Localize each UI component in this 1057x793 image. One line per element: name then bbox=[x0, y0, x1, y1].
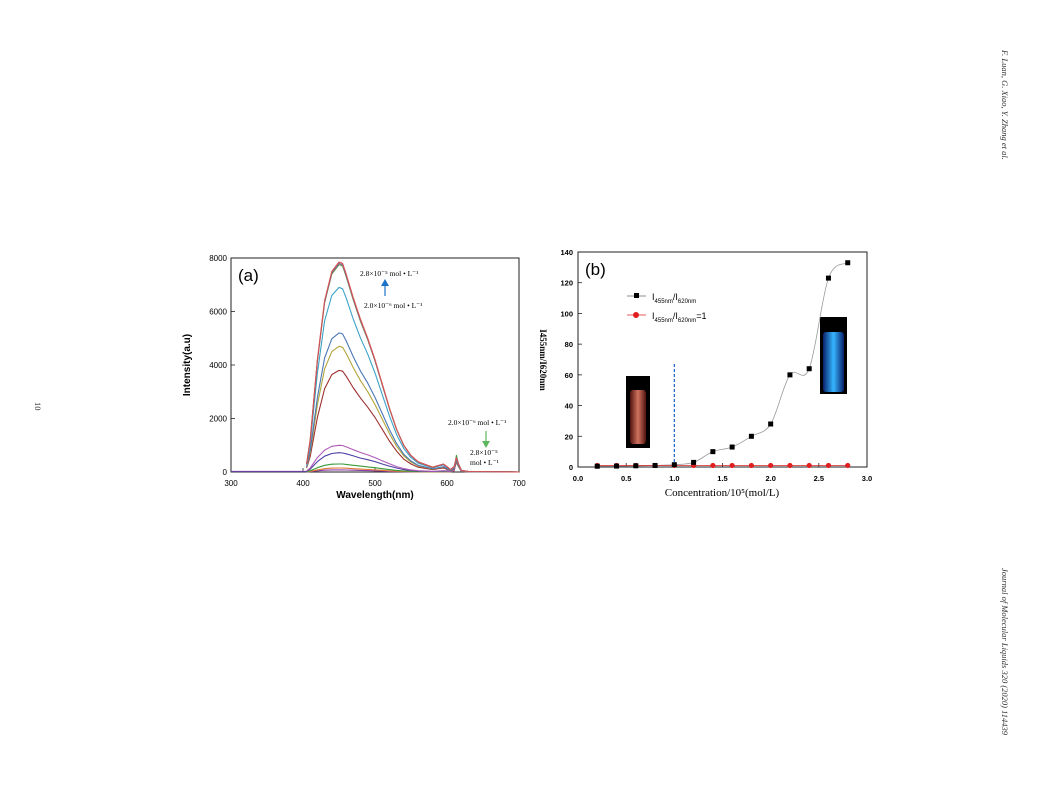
annotation-right-low: 2.0×10⁻⁶ mol • L⁻¹ bbox=[448, 418, 506, 427]
point-ratio-one bbox=[787, 462, 793, 469]
point-ratio-one bbox=[748, 462, 755, 469]
y-tick-label-b: 140 bbox=[560, 248, 573, 257]
panel-label-a: (a) bbox=[238, 266, 259, 285]
x-axis-label-b: Concentration/10⁵(mol/L) bbox=[665, 487, 780, 499]
point-ratio-one bbox=[845, 462, 851, 469]
x-tick-label-b: 1.5 bbox=[717, 474, 727, 483]
vial-left-photo bbox=[626, 376, 650, 448]
y-tick-label-b: 0 bbox=[569, 463, 573, 472]
panel-label-b: (b) bbox=[585, 260, 606, 279]
data-points bbox=[594, 260, 851, 469]
x-tick-label-a: 300 bbox=[224, 479, 238, 488]
point-ratio bbox=[806, 366, 812, 372]
x-tick-label-b: 2.5 bbox=[814, 474, 824, 483]
point-ratio-one bbox=[768, 462, 774, 469]
x-axis-label-a: Wavelength(nm) bbox=[336, 490, 413, 501]
annotation-right-high: 2.8×10⁻⁵ bbox=[470, 448, 498, 457]
y-tick-label-b: 40 bbox=[565, 402, 573, 411]
plot-frame-a bbox=[230, 257, 520, 473]
y-axis-label-b: I455nm/I620nm bbox=[538, 329, 548, 391]
y-tick-label-a: 6000 bbox=[209, 308, 227, 317]
x-tick-label-b: 3.0 bbox=[862, 474, 872, 483]
x-tick-label-a: 600 bbox=[440, 479, 454, 488]
legend-marker-circle bbox=[633, 312, 639, 318]
spectrum-series bbox=[306, 261, 520, 473]
point-ratio bbox=[787, 372, 793, 378]
legend: I455nm/I620nm I455nm/I620nm=1 bbox=[627, 292, 707, 324]
x-tick-label-b: 1.0 bbox=[669, 474, 679, 483]
point-ratio-one bbox=[825, 462, 832, 469]
spectrum-series bbox=[306, 264, 520, 473]
y-tick-label-b: 80 bbox=[565, 340, 573, 349]
chart-panel-b: 0.0 0.5 1.0 1.5 2.0 2.5 3.0020406080100120140 … bbox=[538, 248, 872, 499]
point-ratio bbox=[691, 459, 697, 465]
x-tick-label-a: 400 bbox=[296, 479, 310, 488]
legend-marker-square bbox=[634, 293, 639, 298]
y-tick-label-a: 2000 bbox=[209, 415, 227, 424]
y-tick-label-b: 20 bbox=[565, 432, 573, 441]
point-ratio bbox=[671, 462, 677, 468]
annotation-right-high-unit: mol • L⁻¹ bbox=[470, 458, 499, 467]
y-tick-label-a: 8000 bbox=[209, 254, 227, 263]
y-tick-label-a: 4000 bbox=[209, 361, 227, 370]
vial-right-photo bbox=[820, 317, 847, 394]
legend-entry-1: I455nm/I620nm bbox=[652, 292, 696, 305]
y-tick-label-a: 0 bbox=[223, 468, 228, 477]
y-tick-label-b: 60 bbox=[565, 371, 573, 380]
arrow-up-icon bbox=[381, 279, 389, 296]
point-ratio bbox=[633, 463, 639, 469]
y-tick-label-b: 100 bbox=[560, 309, 573, 318]
point-ratio bbox=[748, 433, 754, 439]
point-ratio bbox=[652, 462, 658, 468]
x-tick-label-b: 0.0 bbox=[573, 474, 583, 483]
point-ratio bbox=[729, 444, 735, 450]
x-tick-label-b: 2.0 bbox=[765, 474, 775, 483]
point-ratio bbox=[768, 421, 774, 427]
point-ratio-one bbox=[710, 462, 716, 469]
point-ratio-one bbox=[729, 462, 735, 469]
chart-panel-a: 300 400 500 600 700 0 2000 4000 6000 8000 (a) Wav… bbox=[182, 254, 526, 501]
y-tick-label-b: 120 bbox=[560, 279, 573, 288]
point-ratio bbox=[594, 463, 600, 469]
point-ratio bbox=[825, 275, 831, 281]
legend-entry-2: I455nm/I620nm=1 bbox=[652, 311, 707, 324]
point-ratio-one bbox=[806, 462, 812, 469]
annotation-top-low: 2.0×10⁻⁶ mol • L⁻¹ bbox=[364, 301, 422, 310]
point-ratio bbox=[614, 463, 620, 469]
x-tick-label-b: 0.5 bbox=[621, 474, 631, 483]
spectrum-series bbox=[306, 262, 520, 473]
x-tick-label-a: 500 bbox=[368, 479, 382, 488]
spectra-curves bbox=[231, 261, 520, 473]
point-ratio bbox=[710, 449, 716, 455]
arrow-down-icon bbox=[482, 431, 490, 448]
x-tick-label-a: 700 bbox=[512, 479, 526, 488]
annotation-top-high: 2.8×10⁻⁵ mol • L⁻¹ bbox=[360, 269, 418, 278]
point-ratio bbox=[845, 260, 851, 266]
y-axis-label-a: Intensity(a.u) bbox=[182, 334, 193, 396]
